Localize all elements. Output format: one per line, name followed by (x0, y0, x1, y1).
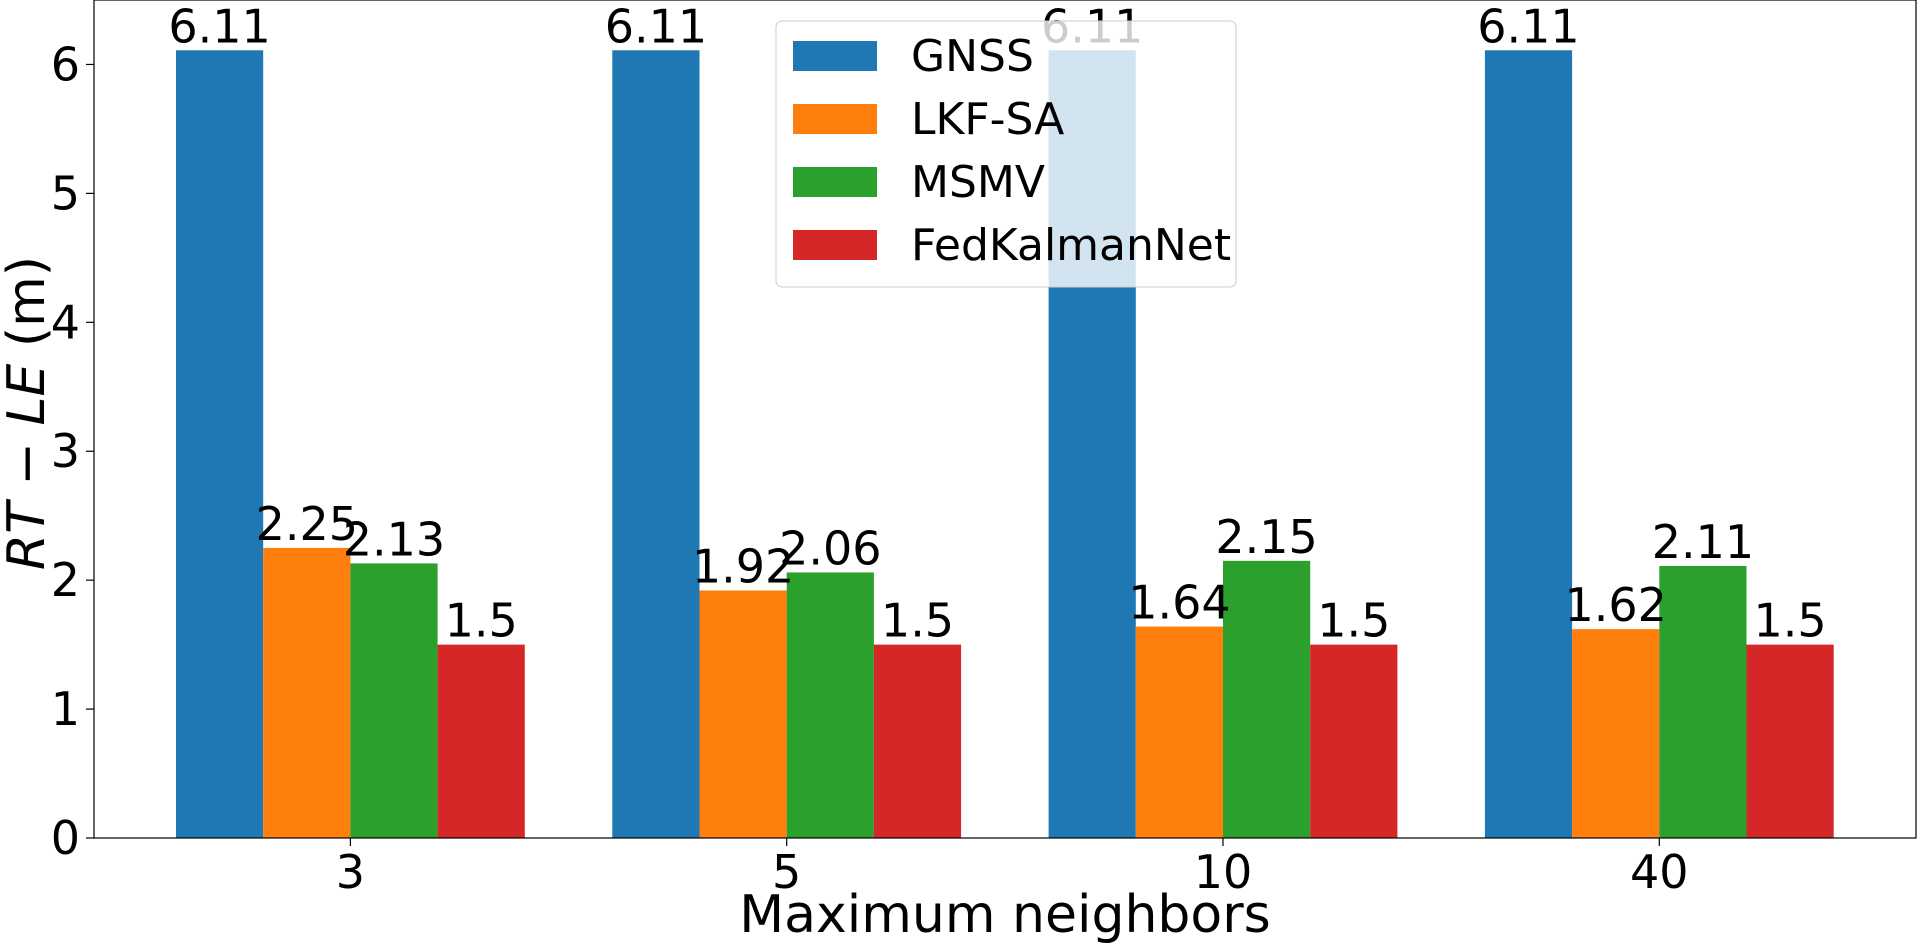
x-tick-label: 5 (772, 845, 801, 899)
data-label-msmv-5: 2.06 (779, 521, 881, 575)
y-axis-title-minus: − (0, 426, 57, 503)
y-axis-title-le: LE (0, 364, 57, 426)
bar-fedkalmannet-3 (437, 644, 525, 838)
legend-swatch-lkf-sa (793, 104, 877, 134)
y-tick-label: 1 (51, 682, 80, 736)
legend-box (775, 20, 1237, 288)
data-label-gnss-3: 6.11 (168, 0, 270, 53)
bar-msmv-40 (1659, 565, 1747, 838)
legend: GNSS LKF-SA MSMV FedKalmanNet (775, 20, 1237, 288)
data-label-lkf-sa-40: 1.62 (1564, 578, 1666, 632)
y-tick-label: 0 (51, 811, 80, 865)
y-tick-label: 5 (51, 166, 80, 220)
x-axis: 3 5 10 40 (336, 838, 1689, 899)
y-axis: 0 1 2 3 4 5 6 (51, 37, 94, 865)
data-label-lkf-sa-10: 1.64 (1128, 576, 1230, 630)
legend-label-lkf-sa: LKF-SA (911, 94, 1064, 145)
data-label-fedkalmannet-40: 1.5 (1754, 594, 1827, 648)
y-axis-title-unit: (m) (0, 256, 57, 364)
x-tick-label: 40 (1630, 845, 1689, 899)
bar-lkf-sa-3 (263, 547, 351, 838)
y-axis-title-rt: RT (0, 498, 57, 570)
bar-fedkalmannet-5 (873, 644, 962, 838)
data-label-lkf-sa-3: 2.25 (256, 497, 358, 551)
bars-layer (176, 50, 1834, 838)
legend-swatch-gnss (793, 41, 877, 71)
plot-frame (93, 0, 1917, 839)
bar-gnss-5 (612, 50, 700, 838)
data-label-fedkalmannet-10: 1.5 (1317, 594, 1390, 648)
bar-msmv-10 (1223, 560, 1311, 838)
x-tick-label: 3 (336, 845, 365, 899)
data-label-fedkalmannet-3: 1.5 (445, 594, 518, 648)
y-axis-title: RT − LE (m) (0, 256, 57, 570)
y-tick-label: 6 (51, 37, 80, 91)
data-label-gnss-40: 6.11 (1477, 0, 1579, 53)
bar-lkf-sa-5 (699, 590, 787, 838)
data-label-msmv-10: 2.15 (1215, 510, 1317, 564)
y-tick-label: 2 (51, 553, 80, 607)
y-tick-label: 3 (51, 424, 80, 478)
data-label-fedkalmannet-5: 1.5 (881, 594, 954, 648)
data-label-msmv-3: 2.13 (343, 512, 445, 566)
y-tick-label: 4 (51, 295, 80, 349)
x-tick-label: 10 (1194, 845, 1253, 899)
bar-msmv-3 (350, 563, 438, 838)
data-label-gnss-5: 6.11 (605, 0, 707, 53)
legend-swatch-fedkalmannet (793, 230, 877, 260)
bar-gnss-3 (176, 50, 264, 838)
legend-label-fedkalmannet: FedKalmanNet (911, 220, 1231, 271)
bar-gnss-40 (1484, 50, 1573, 838)
bar-fedkalmannet-40 (1746, 644, 1834, 838)
data-label-lkf-sa-5: 1.92 (692, 539, 794, 593)
bar-lkf-sa-40 (1572, 629, 1660, 838)
bar-fedkalmannet-10 (1310, 644, 1398, 838)
bar-msmv-5 (786, 572, 874, 838)
legend-label-msmv: MSMV (911, 157, 1045, 208)
x-axis-title: Maximum neighbors (739, 885, 1270, 945)
data-label-msmv-40: 2.11 (1652, 515, 1754, 569)
legend-label-gnss: GNSS (911, 31, 1034, 82)
bar-lkf-sa-10 (1135, 626, 1223, 838)
data-labels-layer: 6.116.116.116.112.251.921.641.622.132.06… (168, 0, 1826, 648)
legend-swatch-msmv (793, 167, 877, 197)
